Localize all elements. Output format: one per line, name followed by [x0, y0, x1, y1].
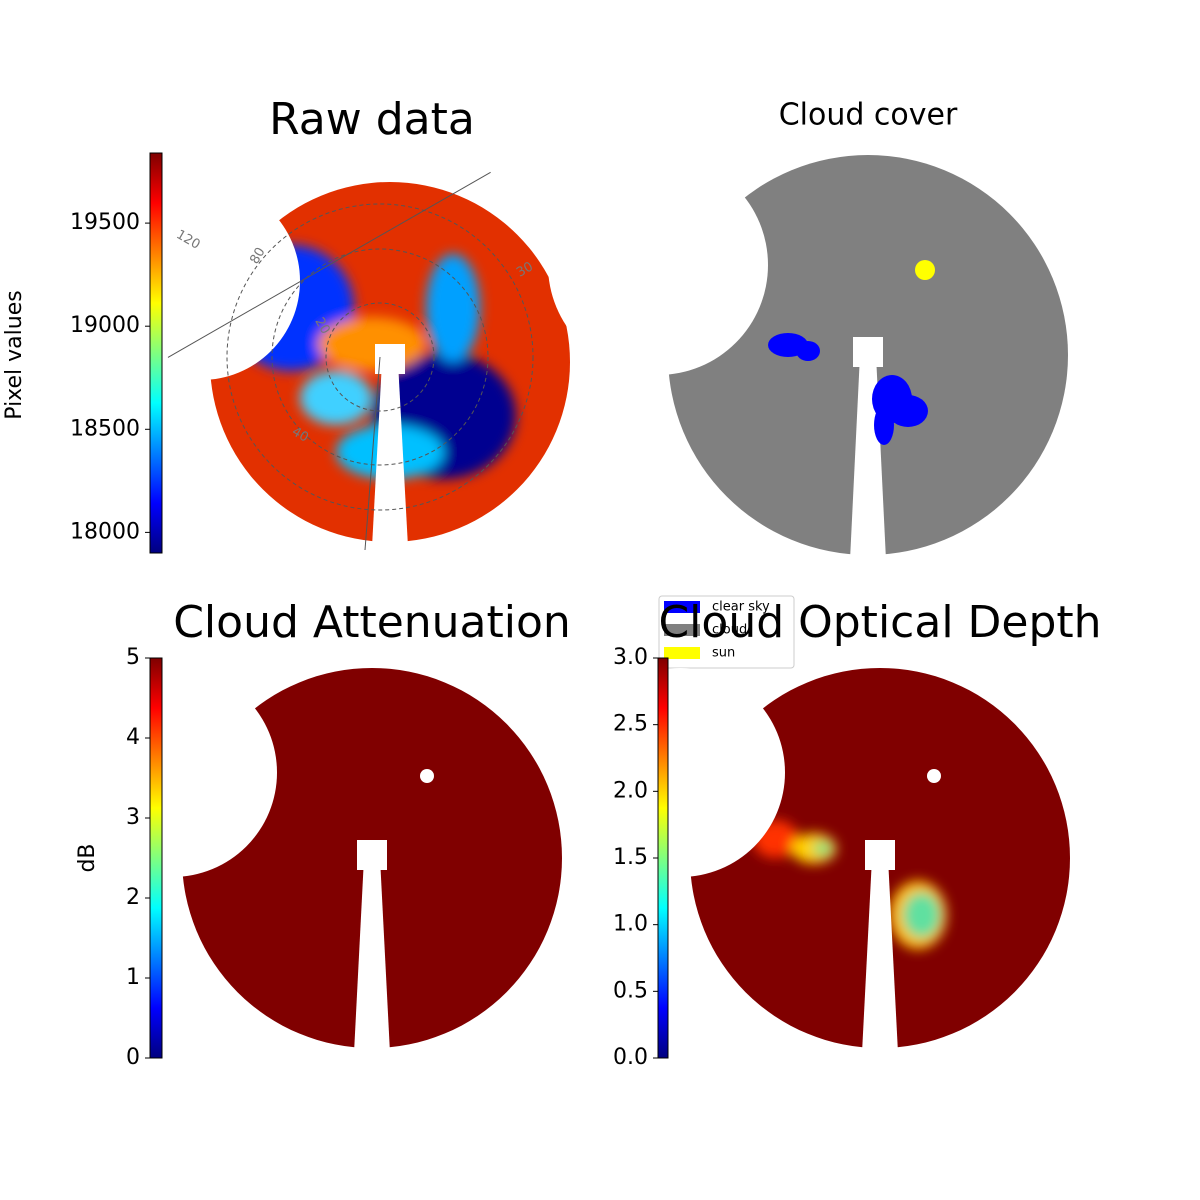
sky-image [102, 182, 570, 547]
colorbar-tick-label: 0 [126, 1045, 140, 1070]
colorbar [149, 657, 163, 1059]
colorbar-label: dB [75, 843, 100, 872]
mask [357, 840, 387, 870]
colorbar-tick-label: 0.5 [613, 978, 648, 1003]
clear-sky-region [888, 395, 928, 427]
colorbar-tick-label: 1 [126, 965, 140, 990]
colorbar-tick-label: 5 [126, 645, 140, 670]
colorbar-tick-label: 19000 [70, 313, 140, 338]
mask [865, 840, 895, 870]
colorbar-tick-label: 18000 [70, 519, 140, 544]
panel-title: Cloud Attenuation [173, 597, 571, 648]
colorbar-tick-label: 4 [126, 725, 140, 750]
mask [576, 668, 785, 877]
colorbar-tick-label: 19500 [70, 210, 140, 235]
colorbar-tick-label: 2 [126, 885, 140, 910]
polar-axis [364, 356, 381, 551]
sky-feature [813, 840, 833, 857]
sky-feature [300, 371, 372, 425]
polar-label: 40 [289, 424, 311, 445]
sky-image [576, 668, 1070, 1053]
polar-label: 20 [311, 315, 332, 337]
colorbar-tick-label: 3 [126, 805, 140, 830]
mask [862, 858, 898, 1053]
colorbar-label: Pixel values [2, 290, 27, 419]
polar-grid [226, 203, 534, 511]
sky-feature [426, 254, 480, 362]
legend-label: cloud [712, 623, 747, 638]
polar-axis [167, 171, 491, 358]
sky-feature [318, 317, 426, 371]
legend-swatch [664, 647, 700, 659]
colorbar-tick-label: 1.5 [613, 845, 648, 870]
polar-label: 80 [247, 245, 268, 267]
mask [354, 858, 390, 1053]
mask [68, 668, 277, 877]
sun-mask [420, 769, 434, 783]
polar-grid [325, 302, 435, 412]
clear-sky-region [874, 405, 894, 445]
mask [372, 362, 408, 547]
polar-grid [271, 248, 489, 466]
sun [915, 260, 935, 280]
colorbar-tick-label: 2.5 [613, 712, 648, 737]
mask [853, 337, 883, 367]
colorbar-tick-label: 3.0 [613, 645, 648, 670]
colorbar-tick-label: 2.0 [613, 778, 648, 803]
polar-label: 30 [514, 259, 536, 280]
legend-label: sun [712, 646, 735, 661]
colorbar [149, 152, 163, 554]
sky-feature [902, 892, 941, 938]
colorbar-tick-label: 18500 [70, 416, 140, 441]
clear-sky-regions [768, 333, 928, 445]
mask [548, 155, 768, 375]
legend-label: clear sky [712, 600, 770, 615]
colorbar-tick-label: 0.0 [613, 1045, 648, 1070]
legend-swatch [664, 624, 700, 636]
colorbar-tick-label: 1.0 [613, 912, 648, 937]
legend: clear sky cloud sun [658, 595, 795, 669]
sun-mask [927, 769, 941, 783]
panel-title: Raw data [269, 94, 475, 145]
sky-image [68, 668, 562, 1053]
colorbar [657, 657, 669, 1059]
clear-sky-region [796, 341, 820, 361]
legend-swatch [664, 601, 700, 613]
panel-title: Cloud cover [779, 98, 958, 133]
panel-title: Cloud Optical Depth [658, 597, 1101, 648]
